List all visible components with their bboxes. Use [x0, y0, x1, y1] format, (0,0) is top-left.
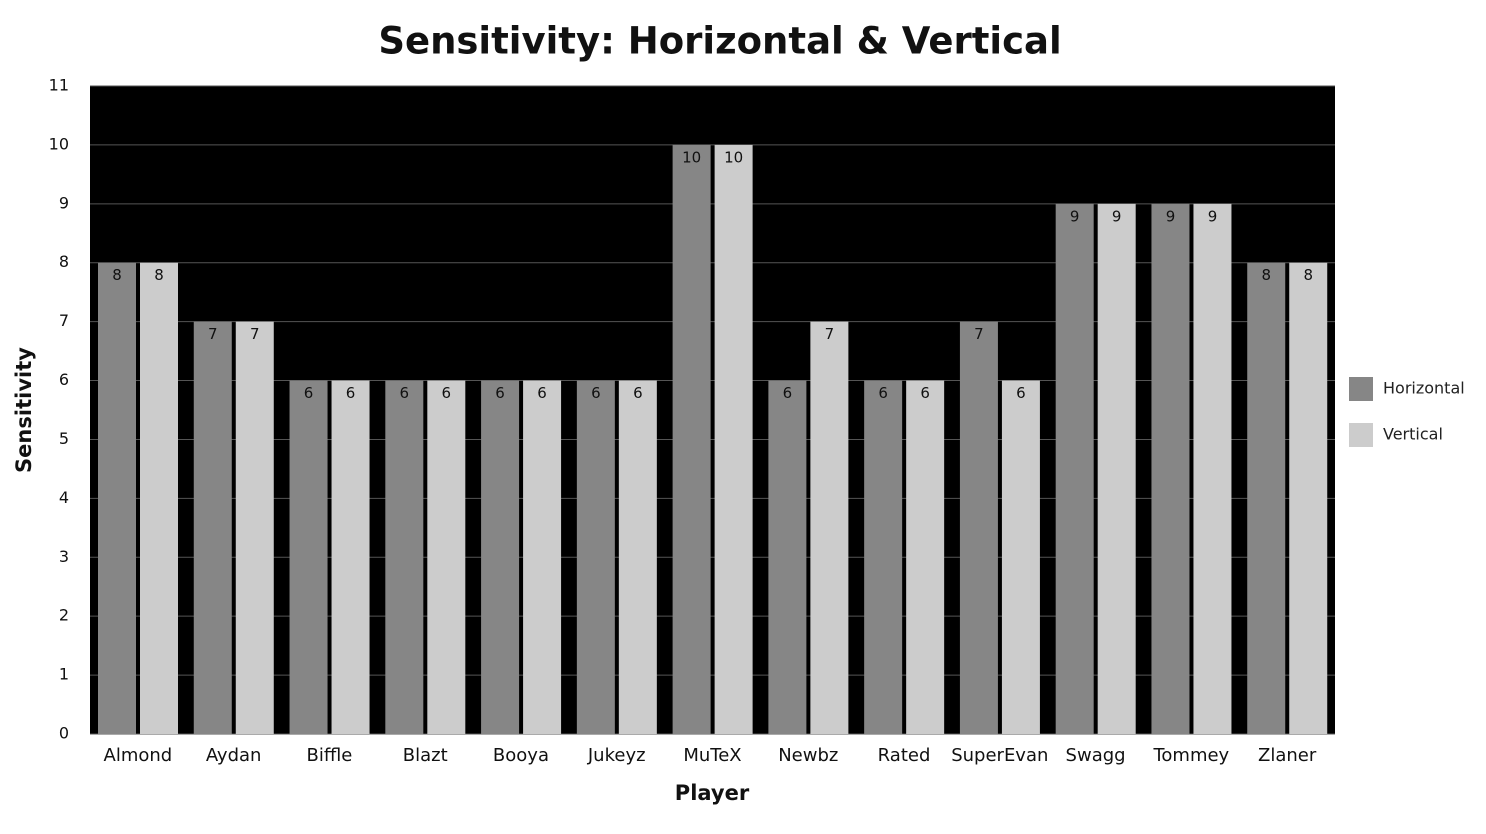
bar: [1151, 203, 1190, 734]
x-tick-label: Almond: [104, 745, 173, 766]
bar: [331, 380, 370, 734]
y-tick-label: 11: [49, 76, 69, 95]
x-axis-title: Player: [675, 781, 750, 805]
data-label: 6: [920, 384, 930, 402]
y-tick-label: 7: [59, 311, 69, 330]
bar: [959, 321, 998, 734]
x-tick-label: Booya: [493, 745, 549, 766]
x-tick-label: Rated: [878, 745, 931, 766]
data-label: 8: [154, 266, 164, 284]
bar: [864, 380, 903, 734]
y-tick-label: 10: [49, 134, 69, 153]
bar: [768, 380, 807, 734]
bar: [1001, 380, 1040, 734]
bar: [714, 144, 753, 735]
bar: [1097, 203, 1136, 734]
data-label: 7: [208, 325, 218, 343]
x-tick-label: Newbz: [778, 745, 838, 766]
chart-title: Sensitivity: Horizontal & Vertical: [378, 20, 1061, 63]
data-label: 10: [682, 148, 701, 166]
bar: [1289, 262, 1328, 734]
y-tick-label: 2: [59, 606, 69, 625]
x-tick-label: Jukeyz: [587, 745, 646, 766]
y-axis-title: Sensitivity: [12, 347, 36, 473]
bar: [235, 321, 274, 734]
data-label: 9: [1070, 207, 1080, 225]
legend-label: Vertical: [1383, 425, 1443, 444]
bar: [140, 262, 178, 734]
data-label: 7: [974, 325, 984, 343]
data-label: 7: [250, 325, 260, 343]
legend-label: Horizontal: [1383, 379, 1465, 398]
data-label: 6: [400, 384, 410, 402]
bar: [810, 321, 849, 734]
legend-swatch: [1349, 377, 1373, 401]
bar: [289, 380, 328, 734]
data-label: 6: [495, 384, 505, 402]
bar: [1055, 203, 1094, 734]
y-tick-label: 3: [59, 547, 69, 566]
legend-swatch: [1349, 423, 1373, 447]
data-label: 6: [537, 384, 547, 402]
x-tick-label: MuTeX: [683, 745, 741, 766]
x-tick-label: Blazt: [403, 745, 448, 766]
data-label: 9: [1166, 207, 1176, 225]
x-tick-label: Aydan: [206, 745, 262, 766]
data-label: 10: [724, 148, 743, 166]
y-tick-label: 4: [59, 488, 69, 507]
data-label: 8: [112, 266, 122, 284]
bar: [98, 262, 136, 734]
data-label: 9: [1112, 207, 1122, 225]
data-label: 6: [878, 384, 888, 402]
bar: [576, 380, 615, 734]
data-label: 9: [1208, 207, 1218, 225]
bar: [618, 380, 657, 734]
data-label: 6: [442, 384, 452, 402]
bar: [1193, 203, 1232, 734]
x-tick-label: Biffle: [307, 745, 353, 766]
bar: [481, 380, 520, 734]
bar: [906, 380, 945, 734]
y-tick-label: 6: [59, 370, 69, 389]
y-tick-label: 5: [59, 429, 69, 448]
bar: [427, 380, 466, 734]
data-label: 6: [304, 384, 314, 402]
x-tick-label: Tommey: [1152, 745, 1229, 766]
data-label: 6: [346, 384, 356, 402]
y-tick-label: 9: [59, 193, 69, 212]
bar: [523, 380, 562, 734]
x-tick-label: Swagg: [1066, 745, 1126, 766]
data-label: 7: [825, 325, 835, 343]
data-label: 6: [633, 384, 643, 402]
data-label: 8: [1303, 266, 1313, 284]
x-tick-label: SuperEvan: [951, 745, 1048, 766]
y-tick-label: 1: [59, 665, 69, 684]
data-label: 8: [1261, 266, 1271, 284]
y-tick-label: 0: [59, 724, 69, 743]
x-tick-label: Zlaner: [1258, 745, 1317, 766]
data-label: 6: [591, 384, 601, 402]
bar: [672, 144, 711, 735]
data-label: 6: [783, 384, 793, 402]
plot-background: [90, 86, 1335, 734]
y-tick-label: 8: [59, 252, 69, 271]
bar: [1247, 262, 1286, 734]
data-label: 6: [1016, 384, 1026, 402]
bar: [193, 321, 232, 734]
bar: [385, 380, 424, 734]
